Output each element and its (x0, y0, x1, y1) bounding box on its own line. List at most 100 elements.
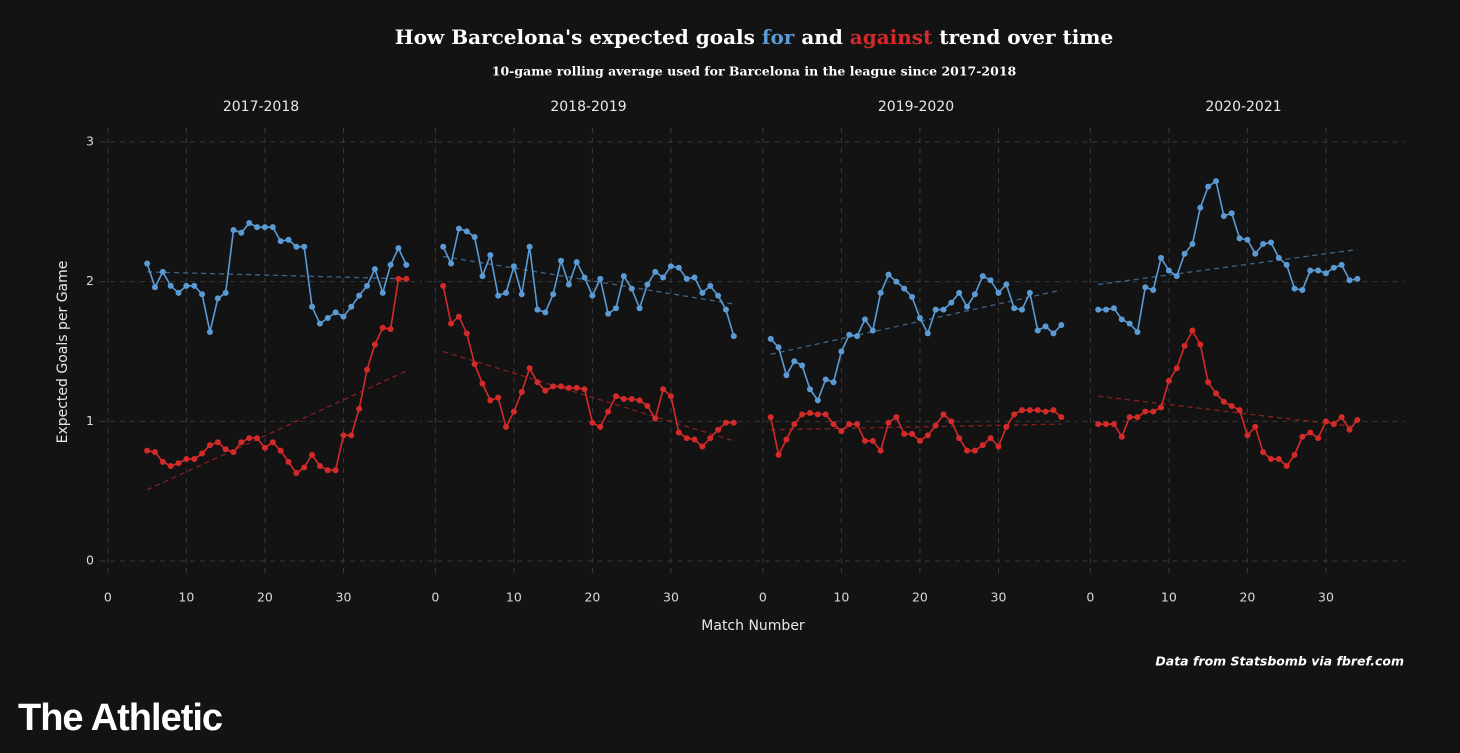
data-point (932, 422, 939, 429)
data-point (246, 435, 253, 442)
data-point (1275, 456, 1282, 463)
data-point (395, 245, 402, 252)
data-point (707, 282, 714, 289)
data-point (1142, 284, 1149, 291)
data-point (1026, 289, 1033, 296)
data-point (924, 432, 931, 439)
data-point (971, 291, 978, 298)
data-point (885, 419, 892, 426)
data-point (660, 274, 667, 281)
data-point (144, 447, 151, 454)
data-point (838, 428, 845, 435)
data-point (558, 257, 565, 264)
data-point (487, 252, 494, 259)
data-point (183, 456, 190, 463)
data-point (1003, 281, 1010, 288)
y-tick-label: 0 (86, 553, 94, 568)
trend-line (1098, 248, 1358, 286)
data-point (699, 443, 706, 450)
data-point (1042, 323, 1049, 330)
data-point (1283, 261, 1290, 268)
data-point (636, 397, 643, 404)
data-point (191, 282, 198, 289)
data-point (542, 387, 549, 394)
facet-title: 2017-2018 (223, 99, 299, 115)
data-point (1026, 407, 1033, 414)
data-point (660, 386, 667, 393)
data-point (1236, 235, 1243, 242)
data-point (1134, 328, 1141, 335)
trend-line (147, 271, 407, 280)
data-point (518, 291, 525, 298)
data-point (261, 224, 268, 231)
y-tick-label: 1 (86, 413, 94, 428)
data-point (371, 341, 378, 348)
data-point (995, 443, 1002, 450)
data-point (293, 470, 300, 477)
x-tick-label: 30 (663, 590, 679, 605)
data-point (1019, 306, 1026, 313)
data-point (948, 299, 955, 306)
data-point (869, 327, 876, 334)
data-point (1260, 449, 1267, 456)
data-point (644, 402, 651, 409)
data-point (730, 333, 737, 340)
data-point (1126, 320, 1133, 327)
data-point (822, 376, 829, 383)
series-line (770, 273, 1062, 403)
x-axis-label: Match Number (701, 618, 805, 634)
data-point (1354, 416, 1361, 423)
data-point (1236, 407, 1243, 414)
data-point (387, 326, 394, 333)
data-point (620, 395, 627, 402)
data-point (261, 444, 268, 451)
data-point (340, 432, 347, 439)
data-point (455, 225, 462, 232)
data-point (597, 275, 604, 282)
data-point (893, 278, 900, 285)
data-point (901, 285, 908, 292)
data-point (1011, 305, 1018, 312)
series-line (146, 278, 407, 475)
data-point (1118, 433, 1125, 440)
x-tick-label: 0 (759, 590, 767, 605)
data-point (269, 439, 276, 446)
data-point (806, 386, 813, 393)
data-point (1213, 178, 1220, 185)
data-point (1173, 273, 1180, 280)
data-point (1338, 261, 1345, 268)
data-point (1095, 421, 1102, 428)
data-point (463, 228, 470, 235)
data-point (144, 260, 151, 267)
data-point (1181, 342, 1188, 349)
data-point (1354, 275, 1361, 282)
data-point (1034, 407, 1041, 414)
data-point (542, 309, 549, 316)
series-line (1098, 328, 1359, 468)
data-point (455, 313, 462, 320)
data-point (403, 261, 410, 268)
data-point (495, 394, 502, 401)
data-point (246, 219, 253, 226)
title-series-against: against (850, 25, 933, 49)
data-point (1244, 236, 1251, 243)
data-point (861, 437, 868, 444)
data-point (293, 243, 300, 250)
data-point (206, 442, 213, 449)
data-point (667, 393, 674, 400)
trend-line (443, 350, 734, 442)
data-point (479, 380, 486, 387)
title-series-for: for (762, 25, 795, 49)
data-point (565, 384, 572, 391)
data-point (1042, 408, 1049, 415)
data-point (1205, 183, 1212, 190)
data-point (893, 414, 900, 421)
data-point (199, 291, 206, 298)
data-point (1142, 408, 1149, 415)
data-point (846, 421, 853, 428)
data-point (440, 282, 447, 289)
data-point (1291, 451, 1298, 458)
data-point (683, 435, 690, 442)
data-point (1283, 463, 1290, 470)
data-point (1307, 429, 1314, 436)
